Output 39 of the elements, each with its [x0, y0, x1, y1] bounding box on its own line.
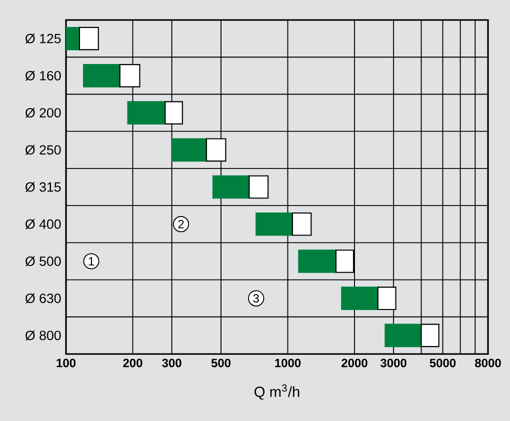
bar	[119, 64, 140, 88]
x-axis-title: Q m$^{3}$/h	[254, 384, 300, 400]
y-tick-label: Ø 125	[25, 34, 61, 44]
bar	[298, 250, 337, 273]
annotation: 1	[88, 257, 94, 266]
y-tick-label: Ø 800	[25, 330, 61, 340]
x-tick-label: 2000	[342, 358, 368, 368]
y-tick-label: Ø 630	[25, 293, 61, 304]
y-tick-label: Ø 315	[25, 182, 61, 192]
bar	[206, 138, 226, 162]
x-tick-label: 5000	[430, 358, 456, 368]
bar	[256, 212, 293, 236]
bar	[171, 138, 208, 162]
bar	[377, 286, 396, 310]
x-tick-label: 8000	[475, 358, 501, 368]
y-tick-label: Ø 160	[25, 70, 61, 81]
x-tick-label: 300	[162, 358, 182, 368]
bar	[384, 324, 422, 348]
bar	[420, 324, 440, 348]
x-tick-label: 1000	[275, 358, 301, 368]
x-tick-label: 500	[211, 358, 231, 368]
annotation: 2	[178, 220, 184, 228]
x-tick-label: 200	[123, 358, 142, 368]
y-tick-label: Ø 500	[25, 256, 61, 266]
bar	[212, 175, 250, 199]
bar	[164, 101, 183, 124]
y-tick-label: Ø 250	[25, 144, 61, 155]
x-tick-label: 100	[56, 358, 76, 368]
annotation: 3	[253, 294, 259, 303]
y-tick-label: Ø 200	[25, 108, 61, 118]
bar	[292, 212, 312, 236]
bar	[248, 175, 269, 199]
y-tick-label: Ø 400	[25, 219, 61, 230]
bar	[127, 101, 166, 124]
bar	[335, 250, 354, 273]
x-tick-label: 3000	[380, 358, 406, 368]
bar	[78, 26, 99, 50]
bar	[83, 64, 120, 88]
bar	[341, 286, 378, 310]
